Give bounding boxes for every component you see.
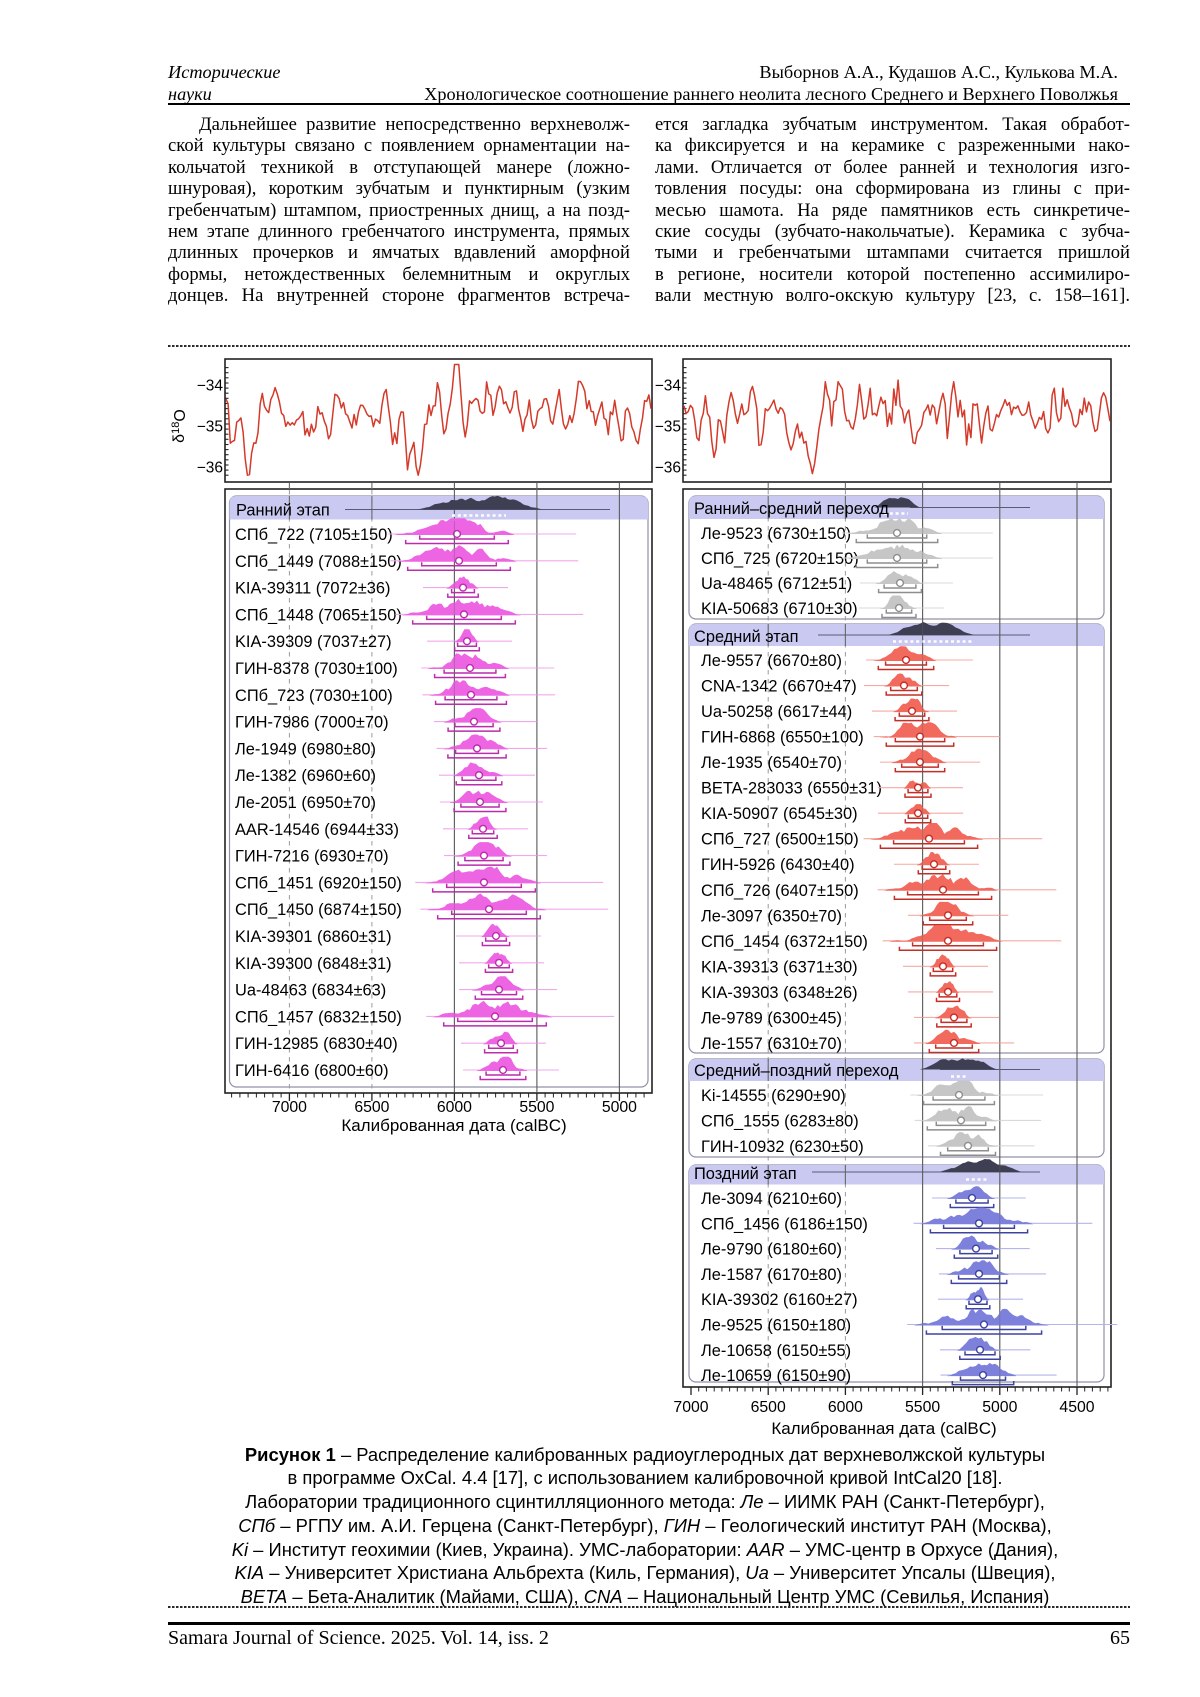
svg-text:−36: −36 (655, 460, 681, 477)
svg-text:KIA-50683 (6710±30): KIA-50683 (6710±30) (701, 600, 858, 618)
svg-text:5000: 5000 (602, 1099, 637, 1116)
svg-text:KIA-39301 (6860±31): KIA-39301 (6860±31) (235, 928, 392, 946)
svg-text:δ18O: δ18O (170, 409, 189, 443)
svg-text:KIA-39309 (7037±27): KIA-39309 (7037±27) (235, 633, 392, 651)
svg-text:СПб_1448 (7065±150): СПб_1448 (7065±150) (235, 606, 402, 624)
svg-text:KIA-50907 (6545±30): KIA-50907 (6545±30) (701, 805, 858, 823)
svg-text:−35: −35 (655, 419, 681, 436)
svg-text:−34: −34 (655, 378, 682, 395)
svg-text:СПб_723 (7030±100): СПб_723 (7030±100) (235, 687, 393, 705)
svg-text:Ле-9523 (6730±150): Ле-9523 (6730±150) (701, 525, 851, 543)
svg-text:СПб_1555 (6283±80): СПб_1555 (6283±80) (701, 1112, 859, 1130)
svg-text:Ua-48465 (6712±51): Ua-48465 (6712±51) (701, 575, 852, 593)
svg-text:СПб_1449 (7088±150): СПб_1449 (7088±150) (235, 553, 402, 571)
svg-text:Калиброванная дата (calBC): Калиброванная дата (calBC) (771, 1419, 996, 1438)
svg-text:Ранний–средний переход: Ранний–средний переход (694, 500, 889, 518)
svg-text:Ле-1557 (6310±70): Ле-1557 (6310±70) (701, 1035, 842, 1053)
svg-text:−34: −34 (197, 378, 224, 395)
svg-text:Ле-9789 (6300±45): Ле-9789 (6300±45) (701, 1009, 842, 1027)
svg-text:5500: 5500 (519, 1099, 554, 1116)
svg-text:ГИН-7986 (7000±70): ГИН-7986 (7000±70) (235, 714, 389, 732)
svg-text:6500: 6500 (751, 1399, 786, 1416)
svg-text:4500: 4500 (1059, 1399, 1094, 1416)
svg-text:Ле-1935 (6540±70): Ле-1935 (6540±70) (701, 754, 842, 772)
svg-text:СПб_722 (7105±150): СПб_722 (7105±150) (235, 526, 393, 544)
svg-text:KIA-39311 (7072±36): KIA-39311 (7072±36) (235, 580, 390, 598)
svg-text:6000: 6000 (828, 1399, 863, 1416)
svg-text:KIA-39313 (6371±30): KIA-39313 (6371±30) (701, 958, 858, 976)
svg-text:СПб_727 (6500±150): СПб_727 (6500±150) (701, 831, 859, 849)
svg-text:СПб_1456 (6186±150): СПб_1456 (6186±150) (701, 1215, 868, 1233)
svg-text:KIA-39302 (6160±27): KIA-39302 (6160±27) (701, 1291, 858, 1309)
svg-text:7000: 7000 (673, 1399, 708, 1416)
svg-text:6000: 6000 (437, 1099, 472, 1116)
svg-text:−35: −35 (197, 419, 223, 436)
svg-text:ГИН-10932 (6230±50): ГИН-10932 (6230±50) (701, 1138, 864, 1156)
svg-text:CNA-1342 (6670±47): CNA-1342 (6670±47) (701, 678, 857, 696)
svg-text:5500: 5500 (905, 1399, 940, 1416)
svg-text:Ua-50258 (6617±44): Ua-50258 (6617±44) (701, 703, 852, 721)
svg-text:Поздний этап: Поздний этап (694, 1165, 797, 1183)
svg-text:−36: −36 (197, 460, 223, 477)
svg-text:ГИН-8378 (7030±100): ГИН-8378 (7030±100) (235, 660, 398, 678)
svg-text:Ле-1382 (6960±60): Ле-1382 (6960±60) (235, 767, 376, 785)
svg-text:СПб_1457 (6832±150): СПб_1457 (6832±150) (235, 1008, 402, 1026)
svg-text:Ле-2051 (6950±70): Ле-2051 (6950±70) (235, 794, 376, 812)
svg-text:Ua-48463 (6834±63): Ua-48463 (6834±63) (235, 982, 386, 1000)
svg-text:AAR-14546 (6944±33): AAR-14546 (6944±33) (235, 821, 399, 839)
svg-text:ГИН-5926 (6430±40): ГИН-5926 (6430±40) (701, 856, 855, 874)
svg-text:Ле-1587 (6170±80): Ле-1587 (6170±80) (701, 1266, 842, 1284)
svg-text:ГИН-12985 (6830±40): ГИН-12985 (6830±40) (235, 1035, 398, 1053)
svg-text:Ле-1949 (6980±80): Ле-1949 (6980±80) (235, 740, 376, 758)
svg-text:Ранний этап: Ранний этап (236, 502, 330, 520)
svg-text:ГИН-7216 (6930±70): ГИН-7216 (6930±70) (235, 848, 389, 866)
svg-text:Ле-3094 (6210±60): Ле-3094 (6210±60) (701, 1190, 842, 1208)
svg-text:7000: 7000 (272, 1099, 307, 1116)
svg-text:KIA-39303 (6348±26): KIA-39303 (6348±26) (701, 984, 858, 1002)
svg-text:Ле-9790 (6180±60): Ле-9790 (6180±60) (701, 1241, 842, 1259)
svg-text:СПб_725 (6720±150): СПб_725 (6720±150) (701, 550, 859, 568)
svg-text:Ле-10658 (6150±55): Ле-10658 (6150±55) (701, 1342, 851, 1360)
svg-text:Средний этап: Средний этап (694, 628, 799, 646)
svg-text:Ki-14555 (6290±90): Ki-14555 (6290±90) (701, 1087, 846, 1105)
svg-text:Ле-9557 (6670±80): Ле-9557 (6670±80) (701, 652, 842, 670)
svg-text:ГИН-6416 (6800±60): ГИН-6416 (6800±60) (235, 1062, 389, 1080)
svg-text:6500: 6500 (354, 1099, 389, 1116)
svg-text:5000: 5000 (982, 1399, 1017, 1416)
svg-text:СПб_1451 (6920±150): СПб_1451 (6920±150) (235, 874, 402, 892)
svg-text:Средний–поздний переход: Средний–поздний переход (694, 1062, 899, 1080)
svg-text:СПб_1454 (6372±150): СПб_1454 (6372±150) (701, 933, 868, 951)
svg-text:Калиброванная дата (calBC): Калиброванная дата (calBC) (341, 1116, 566, 1135)
svg-text:СПб_1450 (6874±150): СПб_1450 (6874±150) (235, 901, 402, 919)
svg-text:Ле-3097 (6350±70): Ле-3097 (6350±70) (701, 907, 842, 925)
svg-text:Ле-9525 (6150±180): Ле-9525 (6150±180) (701, 1317, 851, 1335)
svg-text:Ле-10659 (6150±90): Ле-10659 (6150±90) (701, 1367, 851, 1385)
svg-text:СПб_726 (6407±150): СПб_726 (6407±150) (701, 882, 859, 900)
svg-text:BETA-283033 (6550±31): BETA-283033 (6550±31) (701, 780, 882, 798)
svg-text:ГИН-6868 (6550±100): ГИН-6868 (6550±100) (701, 729, 864, 747)
svg-text:KIA-39300 (6848±31): KIA-39300 (6848±31) (235, 955, 392, 973)
